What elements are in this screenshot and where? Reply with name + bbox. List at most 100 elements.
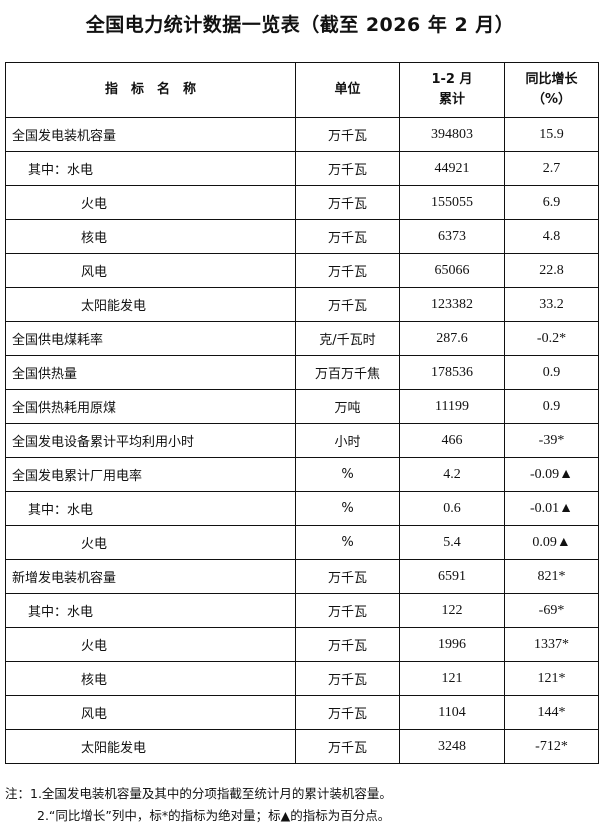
row-value: 155055 — [399, 185, 505, 220]
row-unit: 万千瓦 — [295, 253, 400, 288]
row-growth: 33.2 — [504, 287, 599, 322]
row-growth: 821* — [504, 559, 599, 594]
row-value: 3248 — [399, 729, 505, 764]
table-row: 风电 万千瓦 1104 144* — [5, 695, 599, 730]
row-unit: 万吨 — [295, 389, 400, 424]
row-name: 其中：水电 — [5, 491, 296, 526]
row-growth: 0.09▲ — [504, 525, 599, 560]
table-row: 全国发电设备累计平均利用小时 小时 466 -39* — [5, 423, 599, 458]
row-unit: 万千瓦 — [295, 695, 400, 730]
row-unit: 万千瓦 — [295, 287, 400, 322]
row-name: 火电 — [5, 525, 296, 560]
row-name: 其中：水电 — [5, 151, 296, 186]
header-growth-line1: 同比增长 — [525, 72, 578, 87]
table-row: 其中：水电 万千瓦 122 -69* — [5, 593, 599, 628]
row-growth: 121* — [504, 661, 599, 696]
row-name: 太阳能发电 — [5, 729, 296, 764]
table-row: 火电 万千瓦 1996 1337* — [5, 627, 599, 662]
row-growth: 22.8 — [504, 253, 599, 288]
row-value: 0.6 — [399, 491, 505, 526]
row-unit: % — [295, 525, 400, 560]
row-growth: 0.9 — [504, 355, 599, 390]
row-growth: 6.9 — [504, 185, 599, 220]
table-row: 其中：水电% 0.6 -0.01▲ — [5, 491, 599, 526]
table-row: 核电 万千瓦 6373 4.8 — [5, 219, 599, 254]
row-unit: 万千瓦 — [295, 185, 400, 220]
row-value: 6373 — [399, 219, 505, 254]
row-growth: 0.9 — [504, 389, 599, 424]
row-value: 394803 — [399, 117, 505, 152]
row-name: 风电 — [5, 253, 296, 288]
table-row: 全国供热量 万百万千焦 178536 0.9 — [5, 355, 599, 390]
row-unit: 万百万千焦 — [295, 355, 400, 390]
header-unit: 单位 — [295, 62, 400, 118]
row-unit: 万千瓦 — [295, 593, 400, 628]
row-name: 其中：水电 — [5, 593, 296, 628]
table-header-row: 指 标 名 称 单位 1-2 月 累计 同比增长 （%） — [5, 62, 599, 118]
row-growth: -0.01▲ — [504, 491, 599, 526]
row-value: 5.4 — [399, 525, 505, 560]
row-growth: -0.09▲ — [504, 457, 599, 492]
row-value: 44921 — [399, 151, 505, 186]
row-growth: -39* — [504, 423, 599, 458]
row-value: 1996 — [399, 627, 505, 662]
row-value: 466 — [399, 423, 505, 458]
table-row: 全国发电装机容量 万千瓦 394803 15.9 — [5, 117, 599, 152]
row-growth: 4.8 — [504, 219, 599, 254]
page-title: 全国电力统计数据一览表（截至 2026 年 2 月） — [85, 14, 515, 36]
row-name: 火电 — [5, 627, 296, 662]
table-row: 核电 万千瓦 121 121* — [5, 661, 599, 696]
row-unit: 万千瓦 — [295, 729, 400, 764]
note-2: 2.“同比增长”列中，标*的指标为绝对量；标▲的指标为百分点。 — [37, 808, 391, 823]
table-row: 全国发电累计厂用电率% 4.2 -0.09▲ — [5, 457, 599, 492]
row-name: 全国发电设备累计平均利用小时 — [5, 423, 296, 458]
row-unit: 万千瓦 — [295, 559, 400, 594]
row-unit: % — [295, 457, 400, 492]
row-unit: 克/千瓦时 — [295, 321, 400, 356]
row-growth: 15.9 — [504, 117, 599, 152]
table-body: 全国发电装机容量 万千瓦 394803 15.9 其中：水电 万千瓦 44921 2.7 火电万… — [5, 117, 599, 764]
row-value: 11199 — [399, 389, 505, 424]
header-growth-line2: （%） — [531, 92, 572, 107]
header-growth: 同比增长 （%） — [504, 62, 599, 118]
row-value: 6591 — [399, 559, 505, 594]
header-cumulative: 1-2 月 累计 — [399, 62, 505, 118]
row-unit: 小时 — [295, 423, 400, 458]
row-growth: 144* — [504, 695, 599, 730]
note-1: 注：1.全国发电装机容量及其中的分项指截至统计月的累计装机容量。 — [5, 786, 392, 801]
table-row: 全国供热耗用原煤 万吨 11199 0.9 — [5, 389, 599, 424]
table-row: 太阳能发电 万千瓦 123382 33.2 — [5, 287, 599, 322]
row-growth: -0.2* — [504, 321, 599, 356]
row-name: 核电 — [5, 219, 296, 254]
notes: 注：1.全国发电装机容量及其中的分项指截至统计月的累计装机容量。 2.“同比增长… — [5, 783, 392, 827]
table-row: 太阳能发电 万千瓦 3248 -712* — [5, 729, 599, 764]
row-value: 65066 — [399, 253, 505, 288]
row-growth: 2.7 — [504, 151, 599, 186]
row-name: 新增发电装机容量 — [5, 559, 296, 594]
row-growth: -69* — [504, 593, 599, 628]
row-value: 1104 — [399, 695, 505, 730]
table-row: 其中：水电 万千瓦 44921 2.7 — [5, 151, 599, 186]
row-name: 全国发电累计厂用电率 — [5, 457, 296, 492]
header-name: 指 标 名 称 — [5, 62, 296, 118]
row-name: 全国供热量 — [5, 355, 296, 390]
table-row: 风电 万千瓦 65066 22.8 — [5, 253, 599, 288]
row-name: 风电 — [5, 695, 296, 730]
row-growth: 1337* — [504, 627, 599, 662]
row-name: 全国供热耗用原煤 — [5, 389, 296, 424]
header-cumulative-line1: 1-2 月 — [431, 72, 473, 87]
row-growth: -712* — [504, 729, 599, 764]
row-value: 122 — [399, 593, 505, 628]
row-unit: 万千瓦 — [295, 627, 400, 662]
row-unit: % — [295, 491, 400, 526]
row-unit: 万千瓦 — [295, 661, 400, 696]
row-value: 4.2 — [399, 457, 505, 492]
row-value: 287.6 — [399, 321, 505, 356]
row-value: 178536 — [399, 355, 505, 390]
statistics-table: 指 标 名 称 单位 1-2 月 累计 同比增长 （%） 全国发电装机容量 万千瓦… — [5, 62, 599, 764]
row-name: 核电 — [5, 661, 296, 696]
row-value: 121 — [399, 661, 505, 696]
row-unit: 万千瓦 — [295, 117, 400, 152]
table-row: 火电% 5.4 0.09▲ — [5, 525, 599, 560]
header-cumulative-line2: 累计 — [438, 92, 465, 107]
